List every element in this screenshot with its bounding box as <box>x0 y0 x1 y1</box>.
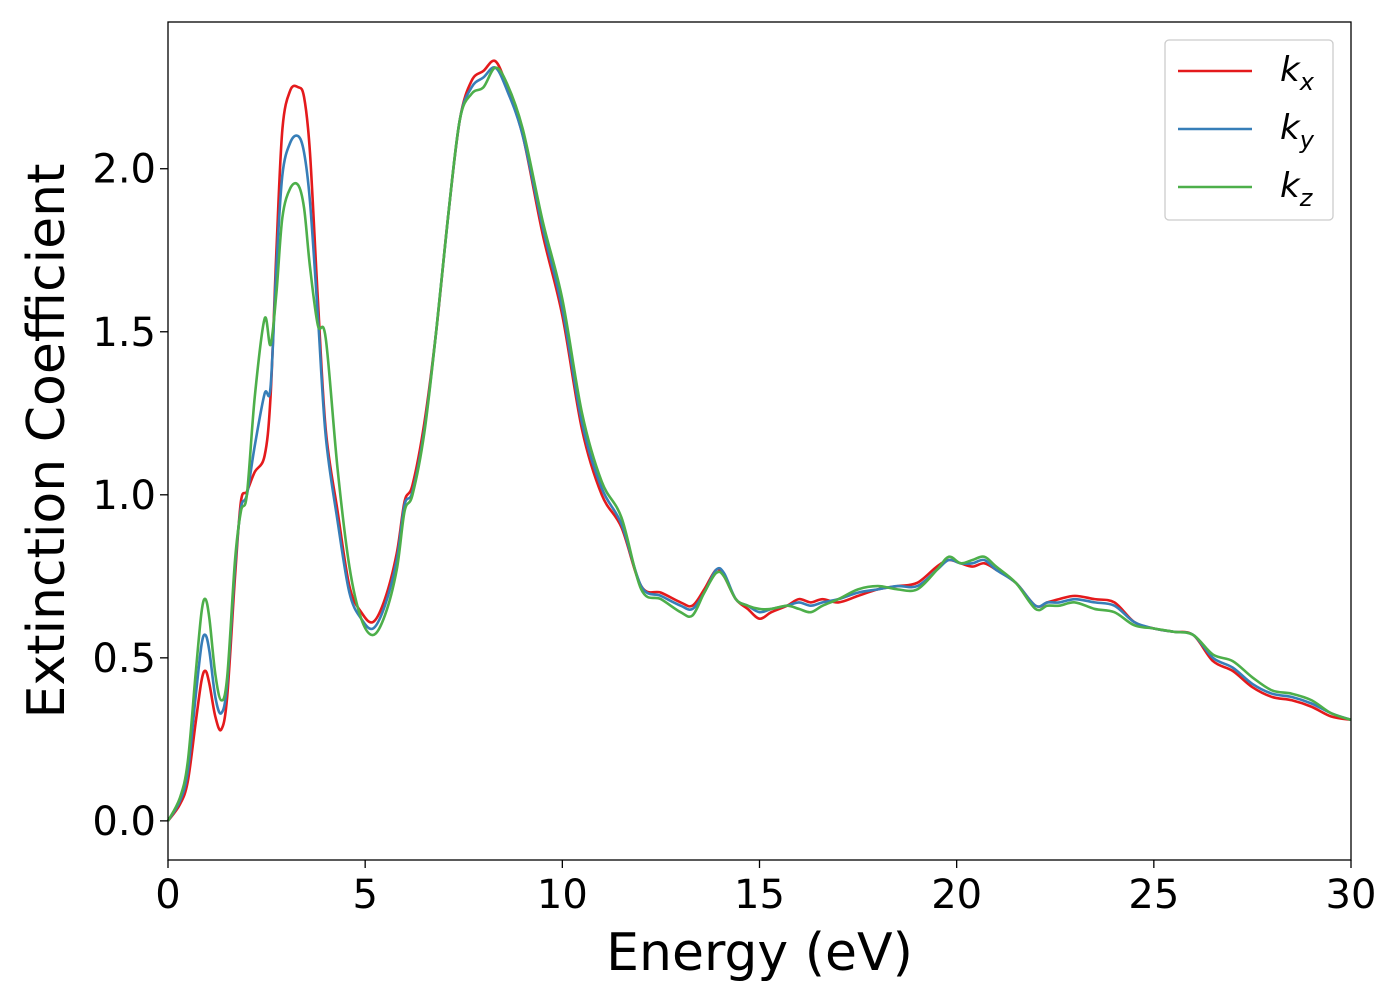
x-tick-label: 10 <box>537 872 588 918</box>
series-line-y <box>166 66 1352 822</box>
y-tick-label: 2.0 <box>92 147 156 193</box>
series-layer <box>166 59 1352 822</box>
x-tick-label: 15 <box>734 872 785 918</box>
x-tick-label: 5 <box>352 872 377 918</box>
y-tick-label: 1.0 <box>92 473 156 519</box>
y-tick-label: 0.0 <box>92 799 156 845</box>
x-axis: 0 5 10 15 20 25 30 <box>155 860 1376 918</box>
y-tick-label: 0.5 <box>92 636 156 682</box>
x-tick-label: 25 <box>1128 872 1179 918</box>
x-tick-label: 0 <box>155 872 180 918</box>
y-axis-title: Extinction Coefficient <box>17 164 77 719</box>
y-axis: 0.0 0.5 1.0 1.5 2.0 <box>92 147 168 845</box>
series-line-z <box>166 66 1352 822</box>
x-tick-label: 30 <box>1326 872 1377 918</box>
plot-area <box>168 22 1351 860</box>
y-tick-label: 1.5 <box>92 310 156 356</box>
x-axis-title: Energy (eV) <box>606 923 913 983</box>
x-tick-label: 20 <box>931 872 982 918</box>
